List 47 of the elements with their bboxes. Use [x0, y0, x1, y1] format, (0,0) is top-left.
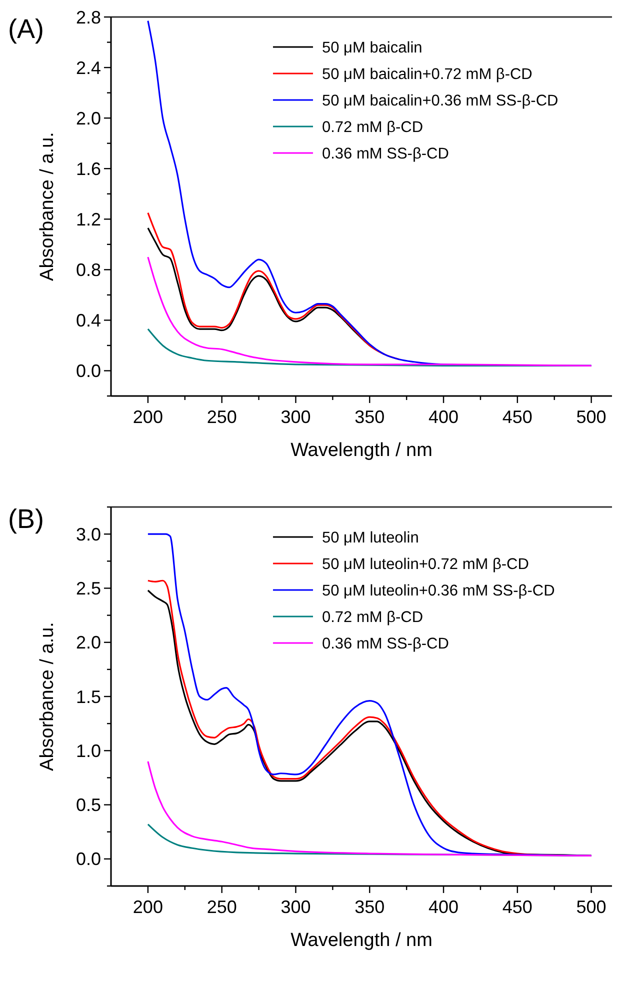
x-tick-label: 500: [576, 407, 606, 427]
x-tick-label: 450: [502, 407, 532, 427]
y-tick-label: 2.8: [76, 7, 101, 28]
y-tick-label: 0.5: [76, 795, 101, 816]
legend-label: 50 μM baicalin+0.36 mM SS-β-CD: [322, 92, 558, 110]
x-axis-title: Wavelength / nm: [290, 440, 432, 461]
y-tick-label: 2.0: [76, 108, 101, 128]
line-series: [147, 760, 592, 856]
x-tick-label: 400: [428, 407, 459, 427]
y-tick-label: 1.5: [76, 686, 101, 707]
line-series: [147, 256, 592, 366]
legend-label: 0.72 mM β-CD: [322, 118, 424, 136]
x-tick-label: 300: [280, 407, 311, 427]
y-axis-title: Absorbance / a.u.: [37, 622, 58, 771]
y-tick-label: 2.0: [76, 632, 101, 653]
y-tick-label: 3.0: [76, 524, 101, 544]
y-tick-label: 1.0: [76, 740, 101, 761]
x-tick-label: 200: [132, 897, 163, 917]
x-tick-label: 250: [206, 897, 237, 917]
y-tick-label: 2.5: [76, 578, 101, 599]
chart-title: (B): [8, 504, 44, 534]
y-tick-label: 0.0: [76, 361, 101, 382]
x-tick-label: 300: [280, 897, 311, 917]
legend-label: 50 μM baicalin+0.72 mM β-CD: [322, 66, 532, 83]
y-axis-title: Absorbance / a.u.: [37, 132, 58, 281]
y-tick-label: 0.4: [76, 310, 101, 330]
y-tick-label: 1.2: [76, 209, 101, 230]
x-axis-title: Wavelength / nm: [290, 930, 432, 951]
y-tick-label: 2.4: [76, 58, 101, 78]
x-tick-label: 350: [354, 407, 385, 427]
x-tick-label: 250: [206, 407, 237, 427]
x-tick-label: 350: [354, 897, 385, 917]
chart-title: (A): [8, 14, 44, 44]
legend-label: 0.72 mM β-CD: [322, 608, 424, 626]
y-tick-label: 0.0: [76, 849, 101, 870]
legend-label: 0.36 mM SS-β-CD: [322, 635, 449, 652]
y-tick-label: 0.8: [76, 260, 101, 280]
x-tick-label: 400: [428, 897, 459, 917]
x-tick-label: 500: [576, 897, 606, 917]
x-tick-label: 450: [502, 897, 532, 917]
legend-label: 50 μM luteolin+0.72 mM β-CD: [322, 556, 529, 573]
y-tick-label: 1.6: [76, 158, 101, 179]
legend-label: 50 μM luteolin: [322, 529, 419, 546]
legend-label: 0.36 mM SS-β-CD: [322, 145, 449, 162]
legend-label: 50 μM baicalin: [322, 39, 422, 56]
x-tick-label: 200: [132, 407, 163, 427]
legend-label: 50 μM luteolin+0.36 mM SS-β-CD: [322, 582, 555, 600]
